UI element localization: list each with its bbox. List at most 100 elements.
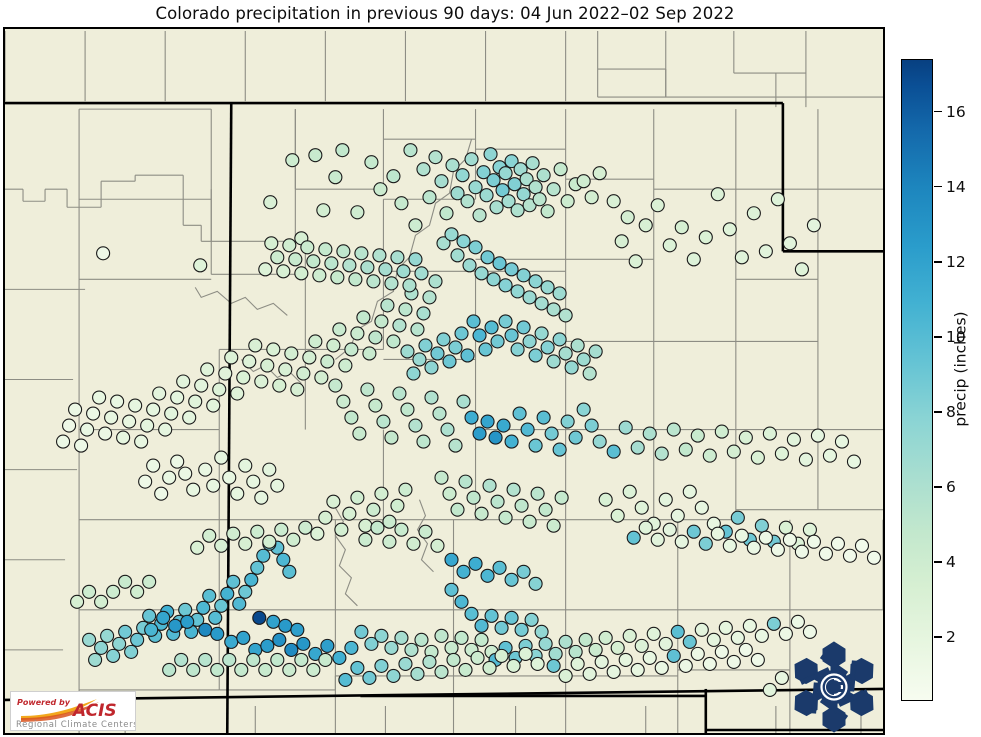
station-marker[interactable] <box>610 508 625 523</box>
station-marker[interactable] <box>226 574 241 589</box>
station-marker[interactable] <box>504 434 519 449</box>
station-marker[interactable] <box>178 466 193 481</box>
station-marker[interactable] <box>262 462 277 477</box>
station-marker[interactable] <box>434 664 449 679</box>
station-marker[interactable] <box>98 426 113 441</box>
station-marker[interactable] <box>682 484 697 499</box>
station-marker[interactable] <box>492 560 507 575</box>
station-marker[interactable] <box>402 278 417 293</box>
station-marker[interactable] <box>510 342 525 357</box>
station-marker[interactable] <box>762 426 777 441</box>
station-marker[interactable] <box>560 194 575 209</box>
station-marker[interactable] <box>152 386 167 401</box>
station-marker[interactable] <box>178 602 193 617</box>
station-marker[interactable] <box>618 652 633 667</box>
station-marker[interactable] <box>834 434 850 449</box>
station-marker[interactable] <box>456 234 471 249</box>
station-marker[interactable] <box>628 254 643 269</box>
station-markers[interactable] <box>56 143 882 697</box>
station-marker[interactable] <box>344 342 359 357</box>
station-marker[interactable] <box>552 286 567 301</box>
station-marker[interactable] <box>246 474 261 489</box>
station-marker[interactable] <box>358 532 373 547</box>
station-marker[interactable] <box>479 188 494 203</box>
station-marker[interactable] <box>88 652 103 667</box>
station-marker[interactable] <box>410 666 425 681</box>
station-marker[interactable] <box>422 290 437 305</box>
station-marker[interactable] <box>546 658 561 673</box>
station-marker[interactable] <box>356 310 371 325</box>
station-marker[interactable] <box>492 256 507 271</box>
station-marker[interactable] <box>730 510 745 525</box>
station-marker[interactable] <box>726 444 741 459</box>
station-marker[interactable] <box>504 262 519 277</box>
station-marker[interactable] <box>514 622 529 637</box>
station-marker[interactable] <box>164 406 179 421</box>
station-marker[interactable] <box>778 520 793 535</box>
station-marker[interactable] <box>112 636 127 651</box>
station-marker[interactable] <box>182 410 197 425</box>
station-marker[interactable] <box>200 362 215 377</box>
station-marker[interactable] <box>354 246 369 261</box>
station-marker[interactable] <box>519 172 534 187</box>
station-marker[interactable] <box>714 644 729 659</box>
station-marker[interactable] <box>118 574 133 589</box>
station-marker[interactable] <box>570 338 585 353</box>
station-marker[interactable] <box>474 632 489 647</box>
station-marker[interactable] <box>516 564 531 579</box>
station-marker[interactable] <box>354 624 369 639</box>
station-marker[interactable] <box>592 434 607 449</box>
station-marker[interactable] <box>532 192 547 207</box>
station-marker[interactable] <box>552 442 567 457</box>
station-marker[interactable] <box>448 340 463 355</box>
station-marker[interactable] <box>446 652 461 667</box>
station-marker[interactable] <box>394 630 409 645</box>
station-marker[interactable] <box>458 662 473 677</box>
station-marker[interactable] <box>538 502 553 517</box>
station-marker[interactable] <box>260 358 275 373</box>
station-marker[interactable] <box>504 572 519 587</box>
station-marker[interactable] <box>266 342 281 357</box>
station-marker[interactable] <box>398 302 413 317</box>
station-marker[interactable] <box>630 440 645 455</box>
station-marker[interactable] <box>464 152 479 167</box>
station-marker[interactable] <box>830 536 846 551</box>
station-marker[interactable] <box>778 626 793 641</box>
station-marker[interactable] <box>540 204 555 219</box>
station-marker[interactable] <box>495 183 510 198</box>
station-marker[interactable] <box>534 326 549 341</box>
station-marker[interactable] <box>530 656 545 671</box>
station-marker[interactable] <box>794 544 809 559</box>
station-marker[interactable] <box>754 518 769 533</box>
station-marker[interactable] <box>638 218 653 233</box>
station-marker[interactable] <box>238 584 253 599</box>
station-marker[interactable] <box>144 622 159 637</box>
station-marker[interactable] <box>122 414 137 429</box>
station-marker[interactable] <box>528 348 543 363</box>
station-marker[interactable] <box>472 426 487 441</box>
station-marker[interactable] <box>154 486 169 501</box>
station-marker[interactable] <box>730 630 745 645</box>
station-marker[interactable] <box>454 326 469 341</box>
station-marker[interactable] <box>794 262 809 277</box>
station-marker[interactable] <box>270 652 285 667</box>
station-marker[interactable] <box>194 378 209 393</box>
station-marker[interactable] <box>390 498 405 513</box>
station-marker[interactable] <box>706 632 721 647</box>
station-marker[interactable] <box>258 662 273 677</box>
station-marker[interactable] <box>416 434 431 449</box>
station-marker[interactable] <box>534 296 549 311</box>
station-marker[interactable] <box>682 634 697 649</box>
station-marker[interactable] <box>380 298 395 313</box>
station-marker[interactable] <box>332 650 347 665</box>
station-marker[interactable] <box>460 348 475 363</box>
station-marker[interactable] <box>342 506 357 521</box>
station-marker[interactable] <box>344 410 359 425</box>
station-marker[interactable] <box>100 628 115 643</box>
station-marker[interactable] <box>758 244 773 259</box>
station-marker[interactable] <box>344 640 359 655</box>
station-marker[interactable] <box>460 194 475 209</box>
station-marker[interactable] <box>360 382 375 397</box>
station-marker[interactable] <box>638 520 653 535</box>
station-marker[interactable] <box>296 636 311 651</box>
